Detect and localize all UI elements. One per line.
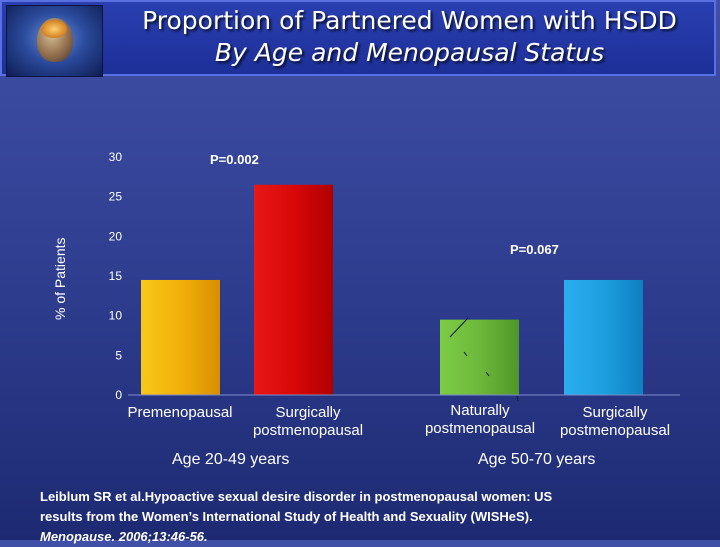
- decorative-stroke: [485, 371, 490, 377]
- category-label-premenopausal: Premenopausal: [118, 404, 242, 422]
- category-label-line2: postmenopausal: [559, 422, 671, 439]
- brain-glow: [41, 20, 67, 38]
- y-tick-label: 25: [109, 190, 123, 204]
- category-label-surgically-2: Surgically postmenopausal: [548, 404, 682, 440]
- slide-title: Proportion of Partnered Women with HSDD: [142, 6, 677, 35]
- citation-line-1: Leiblum SR et al.Hypoactive sexual desir…: [40, 489, 553, 504]
- category-label-line1: Surgically: [582, 404, 648, 421]
- citation-line-3: Menopause. 2006;13:46-56.: [40, 529, 208, 544]
- group-label-age-20-49: Age 20-49 years: [172, 451, 290, 468]
- p-value-annotation-1: P=0.002: [210, 152, 259, 167]
- slide-subtitle: By Age and Menopausal Status: [214, 38, 605, 67]
- bar-4: [564, 279, 643, 395]
- group-label-age-50-70: Age 50-70 years: [478, 451, 596, 468]
- decorative-stroke: [463, 351, 468, 357]
- y-tick-label: 0: [115, 388, 122, 402]
- y-tick-label: 30: [109, 150, 123, 164]
- brain-logo-image: [6, 5, 103, 77]
- bar-3: [440, 319, 519, 395]
- category-label-line1: Surgically: [275, 404, 341, 421]
- category-label-line2: postmenopausal: [424, 420, 536, 437]
- decorative-stroke: [449, 317, 469, 338]
- y-tick-label: 10: [109, 309, 123, 323]
- bar-2: [254, 184, 333, 395]
- category-label-text: Premenopausal: [127, 404, 233, 421]
- category-label-naturally: Naturally postmenopausal: [412, 402, 548, 438]
- p-value-annotation-2: P=0.067: [510, 242, 559, 257]
- y-tick-label: 5: [115, 348, 122, 362]
- y-tick-label: 20: [109, 229, 123, 243]
- bar-1: [141, 279, 220, 395]
- y-axis-label: % of Patients: [52, 237, 68, 321]
- category-label-line1: Naturally: [450, 402, 510, 419]
- category-label-line2: postmenopausal: [252, 422, 364, 439]
- title-bar: Proportion of Partnered Women with HSDD …: [0, 0, 716, 77]
- decorative-stroke: [516, 395, 519, 402]
- citation: Leiblum SR et al.Hypoactive sexual desir…: [40, 487, 700, 547]
- citation-line-2: results from the Women’s International S…: [40, 509, 533, 524]
- y-tick-label: 15: [109, 269, 123, 283]
- category-label-surgically-1: Surgically postmenopausal: [238, 404, 378, 440]
